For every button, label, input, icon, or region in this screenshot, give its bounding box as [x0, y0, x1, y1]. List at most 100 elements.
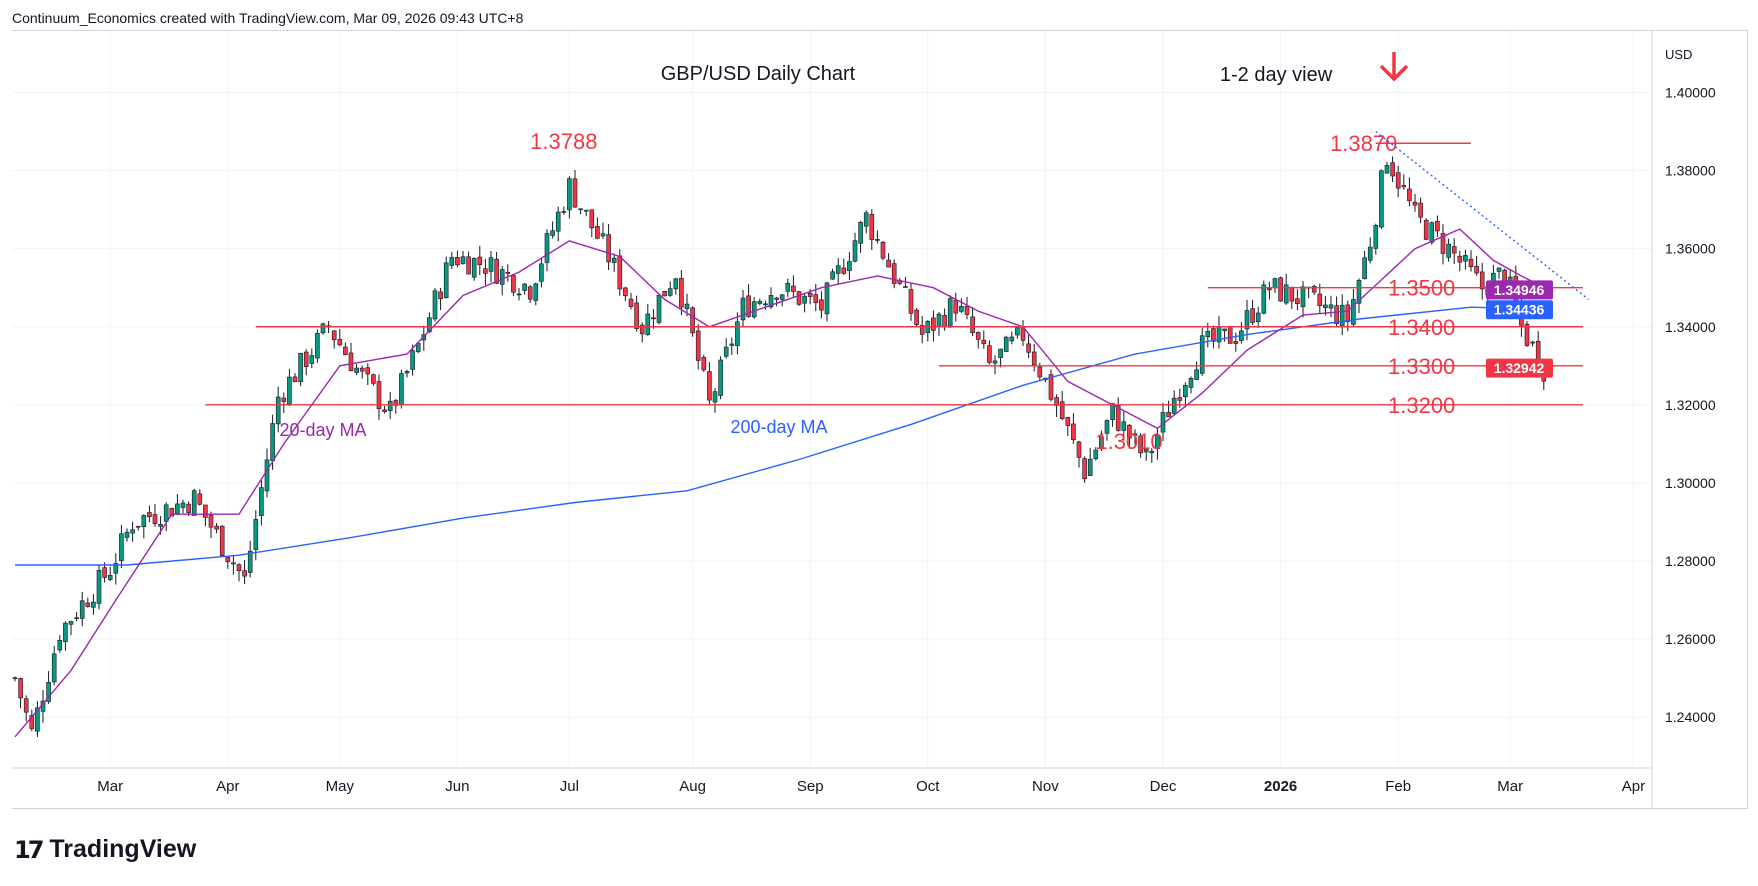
candle-up — [763, 303, 768, 306]
candle-up — [309, 355, 315, 364]
candle-down — [1082, 458, 1087, 480]
candle-down — [1233, 341, 1239, 344]
candle-up — [51, 653, 57, 683]
candle-down — [1468, 258, 1474, 267]
time-axis-tick-label: May — [326, 778, 355, 795]
candle-down — [807, 292, 813, 297]
candle-up — [124, 531, 130, 538]
candle-down — [1524, 323, 1530, 346]
time-axis-tick-label: 2026 — [1264, 778, 1297, 795]
candle-up — [1339, 304, 1345, 327]
candle-up — [1143, 448, 1149, 453]
candle-down — [589, 209, 595, 229]
candle-down — [891, 263, 897, 284]
candle-down — [813, 294, 819, 304]
candle-down — [746, 295, 751, 317]
candle-up — [1328, 304, 1334, 309]
candle-down — [1166, 412, 1171, 418]
chart-title: GBP/USD Daily Chart — [661, 63, 856, 85]
candle-down — [1138, 435, 1143, 454]
candle-down — [1317, 293, 1323, 306]
candle-up — [600, 233, 606, 237]
candle-up — [667, 288, 673, 296]
candle-down — [572, 178, 578, 208]
candle-up — [1099, 436, 1104, 450]
candle-up — [1283, 284, 1289, 304]
candle-down — [152, 514, 158, 525]
candle-up — [522, 283, 527, 291]
candle-up — [802, 295, 807, 304]
time-axis-tick-label: Jul — [560, 778, 579, 795]
candle-up — [1496, 267, 1502, 272]
candle-down — [102, 567, 107, 578]
candle-down — [634, 302, 639, 329]
candle-down — [1334, 305, 1339, 324]
candle-up — [1183, 384, 1188, 398]
candle-down — [343, 346, 348, 356]
candle-up — [567, 178, 572, 211]
candle-up — [253, 519, 259, 550]
price-axis-tick-label: 1.28000 — [1665, 553, 1716, 569]
candle-up — [1015, 327, 1020, 336]
candle-down — [651, 317, 656, 320]
candle-down — [219, 525, 225, 556]
price-axis-tick-label: 1.30000 — [1665, 475, 1716, 491]
candle-up — [1003, 336, 1009, 352]
candle-up — [947, 298, 953, 327]
candle-up — [1530, 341, 1535, 344]
candle-up — [1373, 225, 1379, 249]
candle-up — [141, 515, 147, 528]
candle-down — [438, 291, 443, 299]
candle-up — [1155, 434, 1160, 449]
candle-up — [68, 621, 74, 625]
candle-down — [18, 678, 23, 699]
candle-down — [1407, 188, 1412, 202]
candle-up — [718, 359, 723, 396]
candle-up — [443, 262, 449, 299]
candle-down — [981, 339, 987, 345]
candle-down — [1423, 219, 1429, 240]
candle-up — [130, 529, 135, 534]
candle-up — [57, 640, 63, 651]
candle-down — [679, 278, 684, 308]
candle-down — [791, 285, 796, 292]
time-axis-tick-label: Mar — [97, 778, 123, 795]
candle-down — [225, 556, 231, 563]
candle-up — [410, 350, 415, 370]
candle-down — [376, 381, 382, 409]
candle-down — [617, 255, 623, 290]
candle-up — [1205, 330, 1211, 338]
chart-top-border — [12, 30, 1747, 31]
candle-up — [1087, 458, 1093, 476]
candle-down — [1059, 401, 1065, 420]
price-axis-tick-label: 1.24000 — [1665, 709, 1716, 725]
time-axis-tick-label: Jun — [445, 778, 469, 795]
candle-down — [359, 367, 365, 372]
candle-up — [757, 300, 763, 304]
swing-annotation: 1.3788 — [530, 129, 597, 154]
candle-up — [315, 333, 320, 359]
price-axis-tick-label: 1.26000 — [1665, 631, 1716, 647]
candle-down — [1048, 374, 1054, 400]
candle-down — [208, 515, 214, 528]
candle-down — [1127, 424, 1132, 439]
candle-up — [729, 343, 735, 346]
candle-down — [774, 297, 779, 300]
candle-up — [1429, 222, 1435, 243]
candle-down — [908, 289, 914, 314]
tradingview-logo[interactable]: 17 TradingView — [14, 835, 196, 864]
price-axis-tick-label: 1.40000 — [1665, 84, 1716, 100]
candle-down — [880, 242, 886, 259]
candle-down — [1227, 326, 1233, 344]
candle-down — [1026, 343, 1031, 353]
candle-up — [712, 391, 718, 403]
price-axis-tick-label: 1.36000 — [1665, 241, 1716, 257]
candle-down — [197, 493, 203, 505]
candle-down — [331, 330, 337, 341]
candle-down — [931, 317, 936, 331]
candle-down — [527, 286, 533, 300]
view-label: 1-2 day view — [1220, 64, 1333, 86]
candle-up — [1149, 450, 1155, 454]
candle-up — [488, 257, 494, 272]
candle-down — [242, 570, 247, 577]
